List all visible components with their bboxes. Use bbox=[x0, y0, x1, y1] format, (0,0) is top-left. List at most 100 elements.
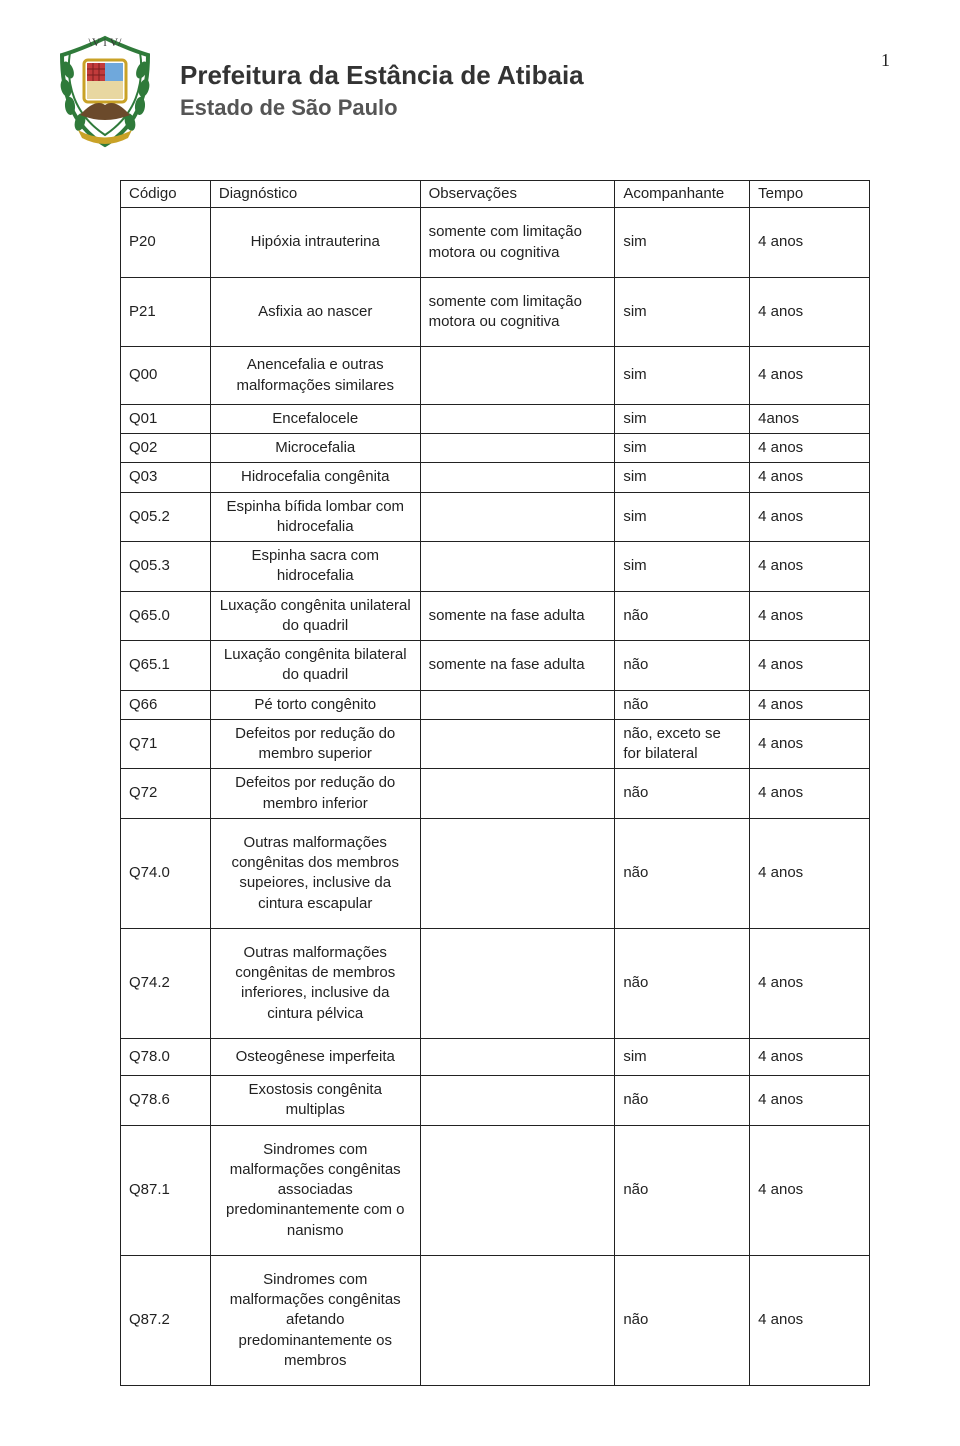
cell-acompanhante: não bbox=[615, 690, 750, 719]
table-row: Q03Hidrocefalia congênitasim4 anos bbox=[121, 463, 870, 492]
cell-acompanhante: não bbox=[615, 928, 750, 1038]
cell-acompanhante: não bbox=[615, 1255, 750, 1385]
cell-codigo: Q03 bbox=[121, 463, 211, 492]
cell-tempo: 4 anos bbox=[750, 1076, 870, 1126]
title-block: Prefeitura da Estância de Atibaia Estado… bbox=[180, 30, 584, 121]
cell-observacoes bbox=[420, 434, 615, 463]
cell-diagnostico: Sindromes com malformações congênitas as… bbox=[210, 1125, 420, 1255]
cell-codigo: Q87.2 bbox=[121, 1255, 211, 1385]
col-header-diagnostico: Diagnóstico bbox=[210, 181, 420, 208]
cell-codigo: P20 bbox=[121, 208, 211, 278]
cell-tempo: 4 anos bbox=[750, 719, 870, 769]
cell-codigo: Q05.3 bbox=[121, 542, 211, 592]
cell-diagnostico: Defeitos por redução do membro inferior bbox=[210, 769, 420, 819]
table-row: Q74.0Outras malformações congênitas dos … bbox=[121, 818, 870, 928]
cell-tempo: 4 anos bbox=[750, 591, 870, 641]
table-row: Q74.2Outras malformações congênitas de m… bbox=[121, 928, 870, 1038]
cell-diagnostico: Hipóxia intrauterina bbox=[210, 208, 420, 278]
cell-diagnostico: Sindromes com malformações congênitas af… bbox=[210, 1255, 420, 1385]
col-header-acompanhante: Acompanhante bbox=[615, 181, 750, 208]
cell-observacoes bbox=[420, 818, 615, 928]
cell-diagnostico: Hidrocefalia congênita bbox=[210, 463, 420, 492]
table-row: Q66Pé torto congênitonão4 anos bbox=[121, 690, 870, 719]
cell-observacoes: somente com limitação motora ou cognitiv… bbox=[420, 277, 615, 347]
cell-codigo: Q72 bbox=[121, 769, 211, 819]
cell-diagnostico: Luxação congênita unilateral do quadril bbox=[210, 591, 420, 641]
cell-diagnostico: Osteogênese imperfeita bbox=[210, 1038, 420, 1075]
cell-observacoes bbox=[420, 719, 615, 769]
table-row: Q05.3Espinha sacra com hidrocefaliasim4 … bbox=[121, 542, 870, 592]
cell-acompanhante: sim bbox=[615, 347, 750, 405]
col-header-codigo: Código bbox=[121, 181, 211, 208]
cell-codigo: Q74.2 bbox=[121, 928, 211, 1038]
cell-observacoes bbox=[420, 769, 615, 819]
page: 1 bbox=[0, 0, 960, 1446]
cell-codigo: Q65.1 bbox=[121, 641, 211, 691]
table-row: Q02Microcefalia sim4 anos bbox=[121, 434, 870, 463]
cell-acompanhante: sim bbox=[615, 492, 750, 542]
cell-diagnostico: Microcefalia bbox=[210, 434, 420, 463]
cell-tempo: 4 anos bbox=[750, 434, 870, 463]
cell-tempo: 4 anos bbox=[750, 928, 870, 1038]
cell-acompanhante: sim bbox=[615, 404, 750, 433]
table-row: Q87.1Sindromes com malformações congênit… bbox=[121, 1125, 870, 1255]
cell-observacoes bbox=[420, 1125, 615, 1255]
cell-tempo: 4 anos bbox=[750, 1255, 870, 1385]
table-header-row: Código Diagnóstico Observações Acompanha… bbox=[121, 181, 870, 208]
cell-tempo: 4 anos bbox=[750, 542, 870, 592]
cell-tempo: 4anos bbox=[750, 404, 870, 433]
cell-diagnostico: Asfixia ao nascer bbox=[210, 277, 420, 347]
table-row: Q71Defeitos por redução do membro superi… bbox=[121, 719, 870, 769]
cell-codigo: Q66 bbox=[121, 690, 211, 719]
cell-acompanhante: sim bbox=[615, 434, 750, 463]
table-row: Q65.1Luxação congênita bilateral do quad… bbox=[121, 641, 870, 691]
cell-observacoes bbox=[420, 1255, 615, 1385]
municipal-crest-icon: \V i V/ bbox=[50, 30, 160, 150]
cell-acompanhante: não, exceto se for bilateral bbox=[615, 719, 750, 769]
cell-acompanhante: sim bbox=[615, 277, 750, 347]
cell-codigo: Q71 bbox=[121, 719, 211, 769]
cell-diagnostico: Pé torto congênito bbox=[210, 690, 420, 719]
cell-observacoes bbox=[420, 690, 615, 719]
cell-acompanhante: não bbox=[615, 1125, 750, 1255]
cell-diagnostico: Exostosis congênita multiplas bbox=[210, 1076, 420, 1126]
table-row: P20Hipóxia intrauterinasomente com limit… bbox=[121, 208, 870, 278]
cell-observacoes: somente na fase adulta bbox=[420, 591, 615, 641]
cell-codigo: Q74.0 bbox=[121, 818, 211, 928]
cell-tempo: 4 anos bbox=[750, 641, 870, 691]
cell-acompanhante: não bbox=[615, 818, 750, 928]
cell-tempo: 4 anos bbox=[750, 463, 870, 492]
document-title: Prefeitura da Estância de Atibaia bbox=[180, 60, 584, 91]
col-header-tempo: Tempo bbox=[750, 181, 870, 208]
cell-observacoes: somente com limitação motora ou cognitiv… bbox=[420, 208, 615, 278]
cell-diagnostico: Luxação congênita bilateral do quadril bbox=[210, 641, 420, 691]
cell-tempo: 4 anos bbox=[750, 1038, 870, 1075]
cell-diagnostico: Anencefalia e outras malformações simila… bbox=[210, 347, 420, 405]
cell-observacoes bbox=[420, 542, 615, 592]
cell-observacoes bbox=[420, 1076, 615, 1126]
cell-acompanhante: não bbox=[615, 641, 750, 691]
table-row: Q87.2Sindromes com malformações congênit… bbox=[121, 1255, 870, 1385]
cell-observacoes bbox=[420, 347, 615, 405]
svg-text:\V i V/: \V i V/ bbox=[89, 35, 123, 49]
cell-diagnostico: Encefalocele bbox=[210, 404, 420, 433]
cell-diagnostico: Espinha sacra com hidrocefalia bbox=[210, 542, 420, 592]
cell-diagnostico: Outras malformações congênitas dos membr… bbox=[210, 818, 420, 928]
cell-codigo: P21 bbox=[121, 277, 211, 347]
cell-observacoes bbox=[420, 492, 615, 542]
cell-diagnostico: Outras malformações congênitas de membro… bbox=[210, 928, 420, 1038]
cell-codigo: Q00 bbox=[121, 347, 211, 405]
cell-codigo: Q02 bbox=[121, 434, 211, 463]
table-row: Q78.0Osteogênese imperfeitasim4 anos bbox=[121, 1038, 870, 1075]
cell-observacoes bbox=[420, 404, 615, 433]
table-row: Q65.0Luxação congênita unilateral do qua… bbox=[121, 591, 870, 641]
document-header: \V i V/ Pr bbox=[50, 30, 910, 150]
document-subtitle: Estado de São Paulo bbox=[180, 95, 584, 121]
cell-acompanhante: não bbox=[615, 769, 750, 819]
cell-codigo: Q78.6 bbox=[121, 1076, 211, 1126]
cell-codigo: Q87.1 bbox=[121, 1125, 211, 1255]
cell-observacoes bbox=[420, 1038, 615, 1075]
page-number: 1 bbox=[881, 50, 890, 71]
table-row: Q05.2Espinha bífida lombar com hidrocefa… bbox=[121, 492, 870, 542]
cell-observacoes bbox=[420, 463, 615, 492]
